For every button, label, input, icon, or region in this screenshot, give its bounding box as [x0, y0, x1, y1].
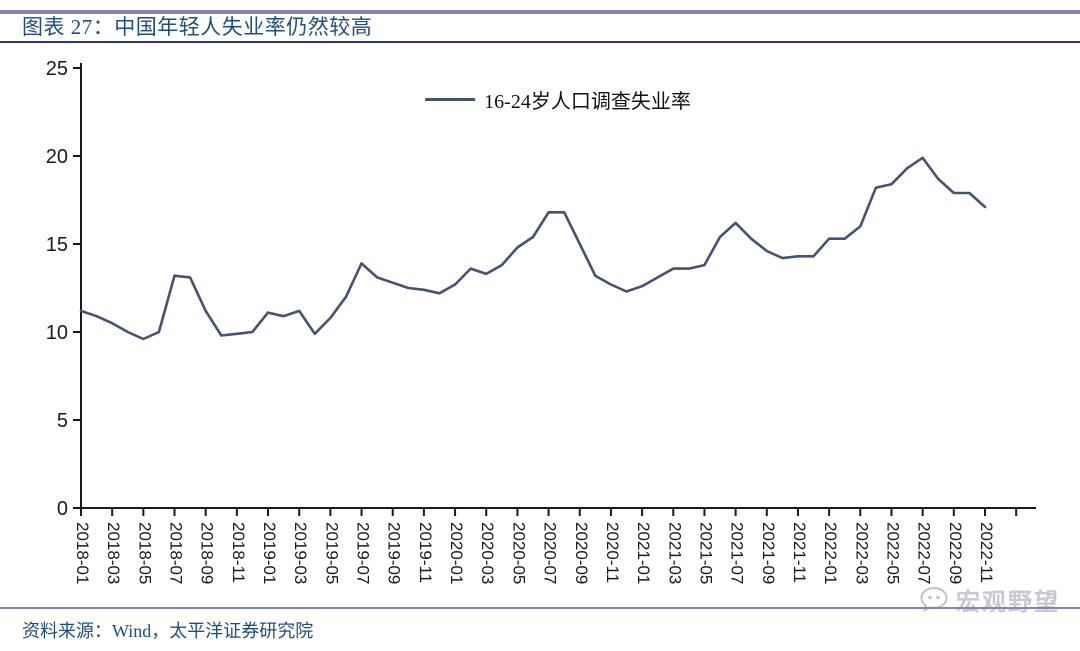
- watermark-label: 宏观野望: [956, 590, 1060, 616]
- x-tick-label: 2019-07: [354, 522, 373, 584]
- title-divider-rule: [0, 41, 1080, 43]
- x-tick-label: 2018-03: [104, 522, 123, 584]
- x-tick-label: 2019-11: [416, 522, 435, 583]
- source-note: 资料来源：Wind，太平洋证券研究院: [22, 621, 314, 641]
- x-tick-label: 2022-05: [883, 522, 902, 584]
- x-tick-label: 2022-11: [977, 522, 996, 583]
- x-tick-label: 2019-05: [322, 522, 341, 584]
- legend-label: 16-24岁人口调查失业率: [484, 91, 691, 113]
- legend-line-swatch: [425, 98, 476, 101]
- x-tick-label: 2021-03: [665, 522, 684, 584]
- unemployment-rate-line: [79, 156, 987, 341]
- figure-title: 图表 27：中国年轻人失业率仍然较高: [22, 15, 373, 39]
- y-tick-label: 10: [46, 322, 68, 344]
- x-tick-label: 2020-09: [572, 522, 591, 584]
- x-tick-label: 2022-09: [946, 522, 965, 584]
- x-tick-label: 2018-09: [198, 522, 217, 584]
- x-tick-label: 2019-03: [291, 522, 310, 584]
- watermark: 宏观野望: [920, 582, 1060, 617]
- x-tick-label: 2018-05: [135, 522, 154, 584]
- x-tick-label: 2022-01: [821, 522, 840, 584]
- legend: 16-24岁人口调查失业率: [425, 85, 691, 114]
- x-tick-label: 2021-11: [790, 522, 809, 583]
- x-tick-label: 2019-01: [260, 522, 279, 584]
- x-tick-label: 2022-07: [915, 522, 934, 584]
- x-tick-label: 2021-07: [728, 522, 747, 584]
- x-tick-label: 2020-05: [509, 522, 528, 584]
- y-tick-label: 5: [57, 410, 68, 432]
- x-tick-label: 2021-09: [759, 522, 778, 584]
- x-tick-label: 2020-01: [447, 522, 466, 584]
- y-tick-label: 25: [46, 58, 68, 80]
- y-tick-label: 20: [46, 146, 68, 168]
- top-rule: [0, 10, 1080, 14]
- x-tick-label: 2021-05: [696, 522, 715, 584]
- y-tick-label: 0: [57, 498, 68, 520]
- x-tick-label: 2022-03: [852, 522, 871, 584]
- x-tick-label: 2020-07: [541, 522, 560, 584]
- x-tick-label: 2020-03: [478, 522, 497, 584]
- x-tick-label: 2021-01: [634, 522, 653, 584]
- x-tick-label: 2018-01: [73, 522, 92, 584]
- x-tick-label: 2018-11: [229, 522, 248, 583]
- x-tick-label: 2018-07: [167, 522, 186, 584]
- x-tick-label: 2019-09: [385, 522, 404, 584]
- y-tick-label: 15: [46, 234, 68, 256]
- x-tick-label: 2020-11: [603, 522, 622, 583]
- footer-divider-rule: [0, 607, 1080, 609]
